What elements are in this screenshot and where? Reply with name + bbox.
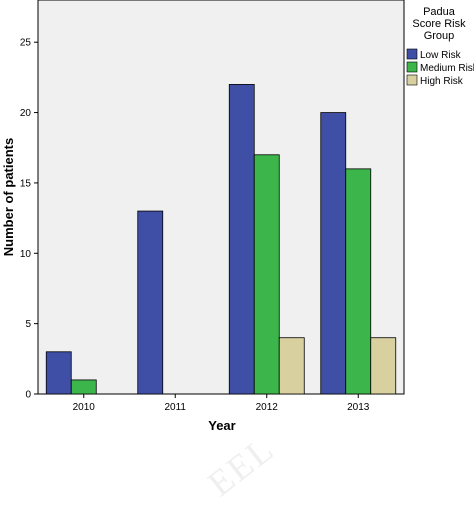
- legend: Padua Score Risk Group Low Risk Medium Ri…: [406, 6, 474, 87]
- y-tick-label: 5: [25, 319, 31, 330]
- legend-swatch-high-risk: [406, 74, 418, 86]
- bar-low-risk-2012: [228, 84, 255, 395]
- y-axis-title: Number of patients: [1, 138, 16, 256]
- bar-high-risk-2013: [370, 337, 397, 395]
- legend-items: Low Risk Medium Risk High Risk: [406, 48, 474, 87]
- y-tick-label: 10: [20, 249, 32, 260]
- legend-swatch-low-risk: [406, 48, 418, 60]
- bar-high-risk-2012: [278, 337, 305, 395]
- legend-label-medium-risk: Medium Risk: [420, 63, 474, 74]
- bar-medium-risk-2013: [345, 168, 372, 395]
- bars-group: [45, 84, 397, 395]
- bar-low-risk-2013: [320, 112, 347, 395]
- bar-low-risk-2010: [45, 351, 72, 395]
- x-axis: 2010 2011 2012 2013: [73, 394, 370, 413]
- y-tick-label: 20: [20, 108, 32, 119]
- y-axis: 0 5 10 15 20 25: [20, 38, 38, 401]
- legend-label-high-risk: High Risk: [420, 76, 464, 87]
- y-tick-label: 25: [20, 38, 32, 49]
- legend-title-line-2: Score Risk: [412, 18, 466, 30]
- bar-medium-risk-2010: [70, 379, 97, 395]
- x-tick-label: 2013: [347, 402, 370, 413]
- legend-title-line-3: Group: [424, 30, 455, 42]
- legend-title-line-1: Padua: [423, 6, 456, 18]
- legend-swatch-medium-risk: [406, 61, 418, 73]
- bar-low-risk-2011: [137, 210, 164, 395]
- y-tick-label: 15: [20, 178, 32, 189]
- legend-label-low-risk: Low Risk: [420, 50, 462, 61]
- y-tick-label: 0: [25, 390, 31, 401]
- x-axis-title: Year: [208, 418, 235, 433]
- x-tick-label: 2011: [164, 402, 186, 413]
- bar-medium-risk-2012: [253, 154, 280, 395]
- x-tick-label: 2012: [256, 402, 279, 413]
- x-tick-label: 2010: [73, 402, 96, 413]
